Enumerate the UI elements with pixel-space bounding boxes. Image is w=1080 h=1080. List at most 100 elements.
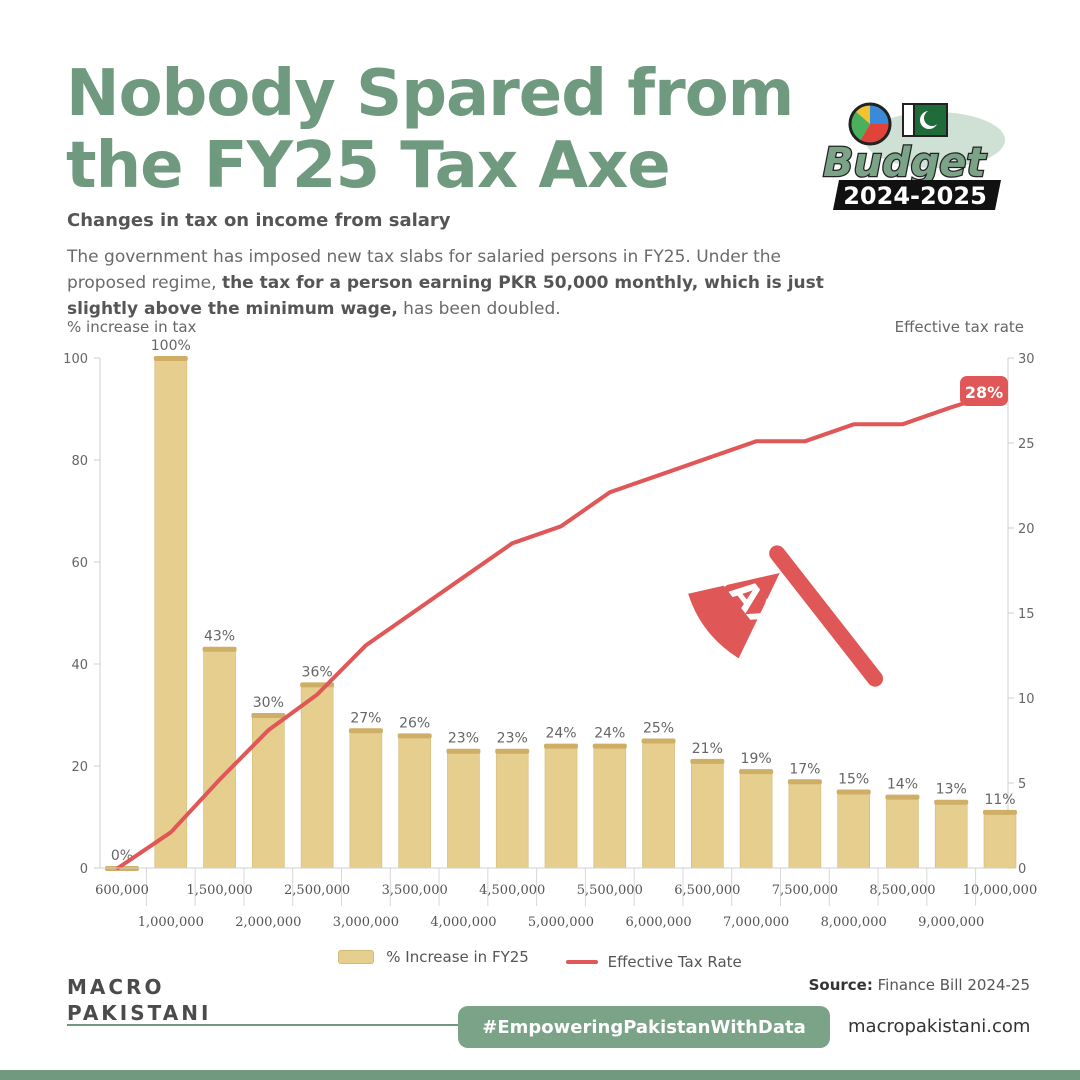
bar-cap — [446, 748, 481, 754]
desc-part-2: has been doubled. — [397, 299, 561, 319]
bar-series: 0%100%43%30%36%27% 26%23% 23% 24% 24% 25%21%1… — [105, 338, 1017, 871]
badge-year-band — [833, 180, 1001, 210]
x-tick-label: 4,000,000 — [430, 915, 496, 930]
right-tick-label: 15 — [1018, 607, 1035, 622]
bar-cap — [397, 733, 432, 739]
x-tick-label: 1,500,000 — [186, 883, 252, 898]
line-end-badge — [960, 376, 1008, 406]
right-tick-label: 30 — [1018, 352, 1035, 367]
bar-cap — [153, 356, 188, 361]
legend-item-bar: % Increase in FY25 — [338, 948, 529, 966]
bar-data-label: 27% — [350, 710, 381, 726]
bar-cap — [836, 789, 871, 795]
bar — [691, 760, 724, 869]
x-tick-label: 10,000,000 — [963, 883, 1037, 898]
legend-item-line: Effective Tax Rate — [565, 953, 742, 971]
bar — [739, 770, 773, 869]
legend-line-label: Effective Tax Rate — [607, 953, 742, 971]
bar-data-label: 13% — [936, 782, 967, 798]
left-tick-label: 20 — [71, 760, 88, 775]
bar-cap — [983, 809, 1017, 815]
bar-cap — [495, 748, 530, 754]
bar — [447, 750, 480, 869]
hashtag-badge: #EmpoweringPakistanWithData — [458, 1006, 830, 1048]
x-tick-label: 6,500,000 — [674, 883, 740, 898]
bar-data-label: 24% — [594, 726, 625, 742]
bar-data-label: 30% — [253, 695, 284, 711]
right-tick-label: 5 — [1018, 777, 1026, 792]
bar-data-label: 25% — [643, 721, 674, 737]
bar-data-label: 15% — [838, 772, 869, 788]
bar — [837, 791, 870, 869]
x-tick-label: 5,000,000 — [528, 915, 594, 930]
effective-tax-line — [116, 390, 1002, 870]
bar-cap — [251, 713, 286, 718]
x-axis: 600,000 1,000,000 1,500,000 2,000,000 2,500,… — [95, 867, 1037, 930]
source-value: Finance Bill 2024-25 — [872, 976, 1030, 994]
website-link[interactable]: macropakistani.com — [848, 1016, 1031, 1037]
bar-data-label: 43% — [204, 629, 235, 645]
left-tick-label: 100 — [63, 352, 88, 367]
left-tick-label: 0 — [80, 862, 88, 877]
x-tick-label: 8,500,000 — [869, 883, 935, 898]
left-axis: 0 20 40 60 80 100 — [63, 352, 101, 877]
bar-data-label: 23% — [497, 731, 528, 747]
x-tick-label: 3,500,000 — [382, 883, 448, 898]
legend: % Increase in FY25 Effective Tax Rate — [0, 948, 1080, 971]
bar-data-label: 23% — [448, 731, 479, 747]
y-axis-right-title: Effective tax rate — [894, 318, 1024, 336]
x-tick-label: 7,000,000 — [723, 915, 789, 930]
source-note: Source: Finance Bill 2024-25 — [809, 976, 1030, 994]
x-tick-label: 8,000,000 — [821, 915, 887, 930]
bar-data-label: 36% — [302, 664, 333, 680]
title-line-2: the FY25 Tax Axe — [66, 129, 671, 203]
brand-divider — [67, 1024, 462, 1026]
bar-cap — [787, 779, 822, 785]
chart-subtitle: Changes in tax on income from salary — [67, 210, 451, 231]
x-tick-label: 6,000,000 — [625, 915, 691, 930]
bar-data-label: 24% — [545, 726, 576, 742]
bottom-bar — [0, 1070, 1080, 1080]
bar — [983, 811, 1017, 869]
bar-data-label: 17% — [789, 761, 820, 777]
x-tick-label: 9,000,000 — [918, 915, 984, 930]
right-tick-label: 0 — [1018, 862, 1026, 877]
budget-badge: Budget 2024-2025 — [822, 102, 1005, 210]
bar — [593, 745, 627, 869]
legend-bar-swatch — [338, 950, 375, 964]
bar-data-label: 26% — [399, 715, 430, 731]
bar — [154, 357, 188, 869]
bar — [203, 648, 236, 869]
bar — [300, 684, 334, 869]
bar-cap — [592, 743, 627, 749]
bar-cap — [934, 799, 969, 805]
legend-line-swatch — [565, 960, 598, 964]
bar — [934, 801, 968, 869]
bar-data-label: 19% — [741, 751, 772, 767]
x-tick-label: 1,000,000 — [138, 915, 204, 930]
bar — [398, 735, 431, 869]
bar-data-label: 11% — [984, 792, 1015, 808]
bar-cap — [348, 728, 383, 734]
bar-cap — [739, 769, 774, 775]
badge-word: Budget — [823, 140, 987, 186]
right-axis: 0 5 10 15 20 25 30 — [1007, 352, 1035, 877]
bar-cap — [202, 646, 237, 652]
line-series: 28% — [116, 376, 1008, 870]
brand-line-2: PAKISTANI — [67, 1001, 212, 1025]
bar-cap — [885, 794, 920, 800]
right-tick-label: 25 — [1018, 437, 1035, 452]
bar — [886, 796, 919, 869]
y-axis-left-title: % increase in tax — [67, 318, 197, 336]
badge-cloud — [865, 112, 1005, 168]
page-title: Nobody Spared from the FY25 Tax Axe — [66, 58, 826, 202]
x-tick-label: 2,000,000 — [235, 915, 301, 930]
chart-description: The government has imposed new tax slabs… — [67, 244, 827, 322]
desc-bold: the tax for a person earning PKR 50,000 … — [67, 273, 824, 319]
bar-data-label: 21% — [692, 741, 723, 757]
right-tick-label: 20 — [1018, 522, 1035, 537]
right-tick-label: 10 — [1018, 692, 1035, 707]
left-tick-label: 80 — [71, 454, 88, 469]
x-tick-label: 3,000,000 — [333, 915, 399, 930]
